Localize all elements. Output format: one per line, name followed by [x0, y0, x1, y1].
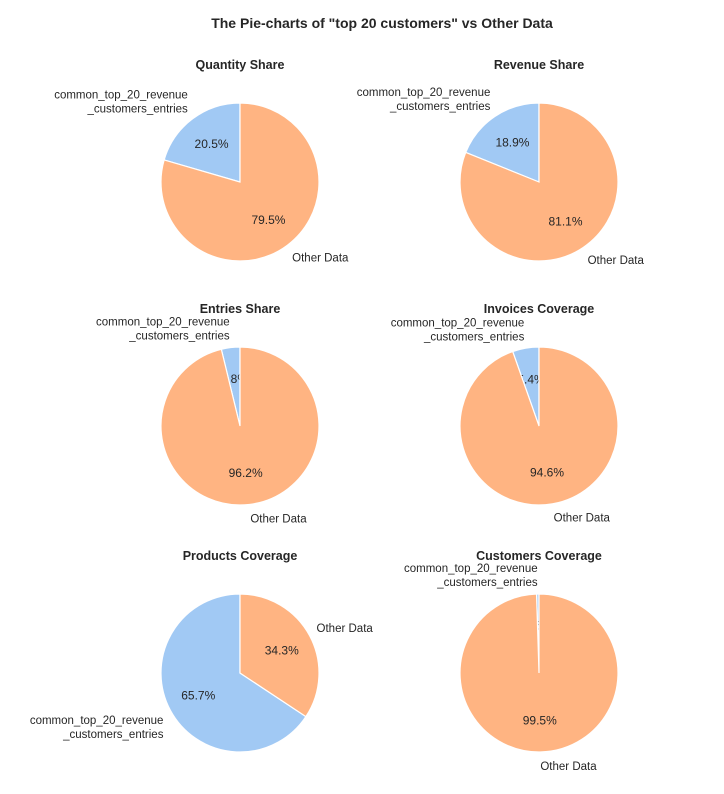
slice-category-label: common_top_20_revenue _customers_entries [391, 317, 525, 343]
pie-chart: Revenue Share 18.9% common_top_20_revenue _… [357, 58, 645, 267]
pie-chart: Customers Coverage0.5%common_top_20_reve… [404, 549, 619, 773]
slice-category-label: Other Data [317, 623, 374, 635]
pie-chart: Products Coverage 65.7% common_top_20_reve… [30, 549, 374, 753]
pie-chart: Quantity Share 20.5% common_top_20_revenue… [54, 58, 349, 264]
slice-percent-label: 81.1% [549, 214, 583, 228]
pie-slice [459, 102, 619, 262]
slice-percent-label: 99.5% [523, 713, 557, 727]
pie-slice [459, 593, 619, 753]
slice-category-label: common_top_20_revenue _customers_entries [54, 90, 188, 116]
figure-title: The Pie-charts of "top 20 customers" vs … [211, 15, 553, 31]
pie-chart-title: Products Coverage [183, 549, 298, 563]
slice-percent-label: 96.2% [229, 466, 263, 480]
pie-slice [459, 346, 619, 506]
slice-category-label: Other Data [292, 252, 349, 264]
slice-category-label: common_top_20_revenue _customers_entries [30, 715, 164, 741]
pie-slice [160, 593, 307, 753]
slice-category-label: Other Data [540, 761, 597, 773]
slice-percent-label: 65.7% [181, 688, 215, 702]
pie-chart-title: Customers Coverage [476, 549, 602, 563]
slice-category-label: common_top_20_revenue _customers_entries [96, 317, 230, 343]
pie-chart-title: Entries Share [200, 302, 281, 316]
pie-slice [464, 102, 540, 183]
pie-slice [163, 102, 241, 183]
slice-category-label: Other Data [554, 513, 611, 525]
charts-grid: Quantity Share 20.5% common_top_20_revenue… [30, 58, 645, 773]
pie-slice [239, 593, 320, 718]
pie-chart-title: Revenue Share [494, 58, 584, 72]
slice-percent-label: 79.5% [251, 213, 285, 227]
slice-percent-label: 20.5% [195, 137, 229, 151]
slice-percent-label: 18.9% [495, 136, 529, 150]
pie-chart: Invoices Coverage5.4%common_top_20_reven… [391, 302, 619, 525]
slice-category-label: Other Data [250, 513, 307, 525]
slice-category-label: Other Data [588, 255, 645, 267]
slice-percent-label: 94.6% [530, 466, 564, 480]
pie-chart-title: Quantity Share [196, 58, 285, 72]
slice-percent-label: 34.3% [265, 644, 299, 658]
pie-slice [160, 346, 320, 506]
pie-slice [160, 102, 320, 262]
slice-category-label: common_top_20_revenue _customers_entries [404, 563, 538, 589]
pie-chart-title: Invoices Coverage [484, 302, 595, 316]
slice-category-label: common_top_20_revenue _customers_entries [357, 87, 491, 113]
